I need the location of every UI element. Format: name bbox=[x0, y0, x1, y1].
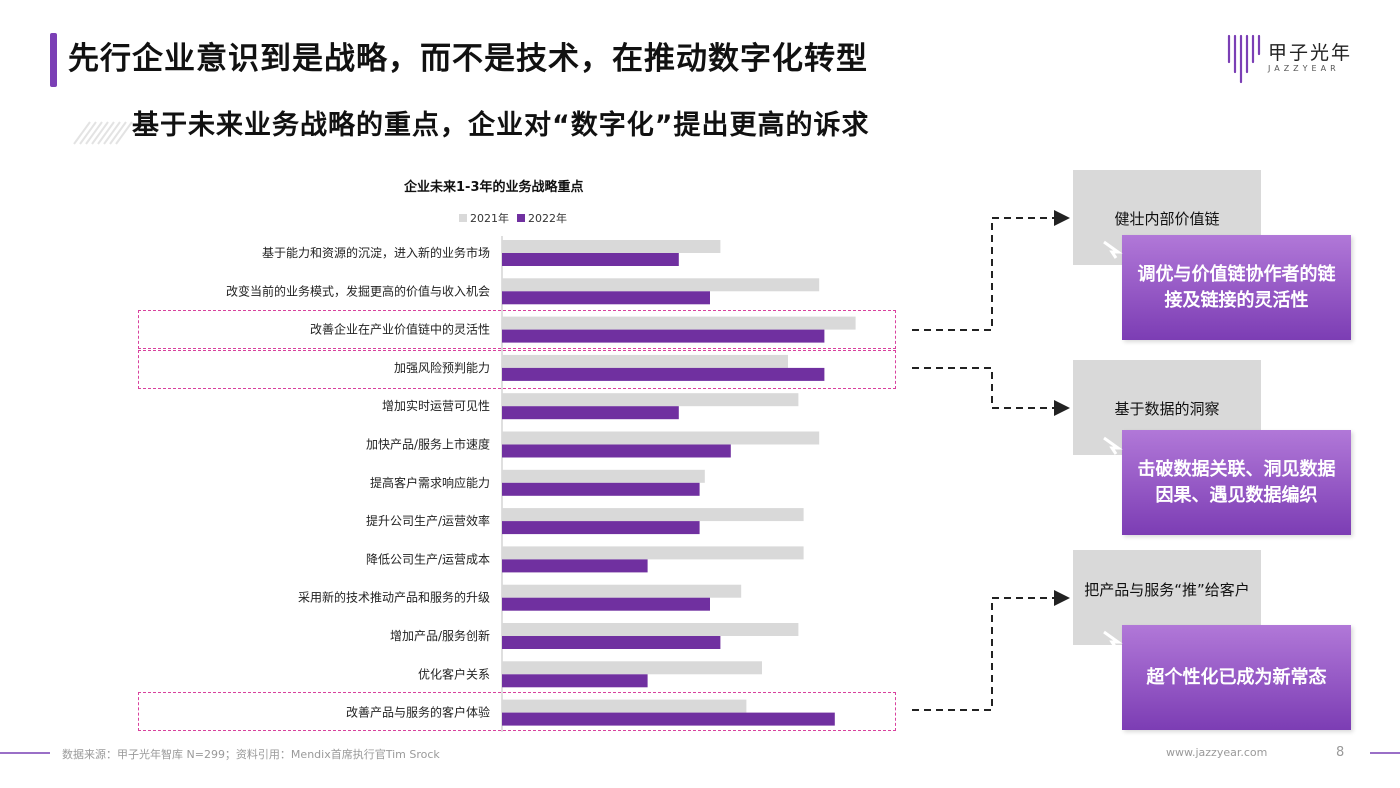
footer-website: www.jazzyear.com bbox=[1166, 746, 1268, 759]
page-number: 8 bbox=[1336, 745, 1345, 760]
category-label-8: 降低公司生产/运营成本 bbox=[366, 552, 490, 566]
subtitle-decoration bbox=[73, 121, 133, 145]
pointer-icon-2 bbox=[1103, 436, 1123, 455]
brand-logo-block: 甲子光年 JAZZYEAR bbox=[1226, 30, 1366, 90]
brand-subtitle: JAZZYEAR bbox=[1268, 64, 1340, 73]
highlight-box-customer-experience bbox=[138, 692, 896, 731]
connector-arrow-2 bbox=[912, 367, 1070, 416]
bar-2021-0 bbox=[502, 240, 721, 253]
bar-2022-7 bbox=[502, 521, 700, 535]
category-label-7: 提升公司生产/运营效率 bbox=[366, 513, 490, 528]
need-label-3: 把产品与服务“推”给客户 bbox=[1084, 581, 1250, 599]
connector-arrow-1 bbox=[912, 210, 1070, 331]
bar-2022-3 bbox=[502, 367, 825, 381]
brand-name: 甲子光年 bbox=[1268, 42, 1353, 64]
bar-2021-9 bbox=[502, 584, 742, 598]
highlight-box-value-chain bbox=[138, 310, 896, 349]
chart-title: 企业未来1-3年的业务战略重点 bbox=[404, 180, 584, 195]
category-label-0: 基于能力和资源的沉淀，进入新的业务市场 bbox=[262, 245, 490, 260]
bar-2022-6 bbox=[502, 482, 700, 496]
legend-item-2022: 2022年 bbox=[517, 210, 567, 226]
bar-2022-4 bbox=[502, 406, 679, 420]
category-label-10: 增加产品/服务创新 bbox=[390, 628, 490, 643]
page-subtitle: 基于未来业务战略的重点，企业对“数字化”提出更高的诉求 bbox=[132, 110, 870, 141]
category-label-5: 加快产品/服务上市速度 bbox=[366, 437, 490, 452]
bar-2021-3 bbox=[502, 354, 788, 368]
bar-2022-10 bbox=[502, 636, 721, 649]
category-label-2: 改善企业在产业价值链中的灵活性 bbox=[310, 322, 490, 337]
page-title: 先行企业意识到是战略，而不是技术，在推动数字化转型 bbox=[68, 41, 868, 77]
chart-legend: 2021年 2022年 bbox=[459, 210, 567, 226]
pointer-icon-1 bbox=[1103, 240, 1123, 259]
bar-2022-9 bbox=[502, 597, 710, 611]
need-label-1: 健壮内部价值链 bbox=[1114, 210, 1220, 228]
need-label-2: 基于数据的洞察 bbox=[1114, 400, 1220, 418]
category-label-1: 改变当前的业务模式，发掘更高的价值与收入机会 bbox=[226, 283, 490, 298]
bar-2022-2 bbox=[502, 329, 825, 343]
category-label-4: 增加实时运营可见性 bbox=[382, 398, 490, 413]
category-label-12: 改善产品与服务的客户体验 bbox=[346, 705, 490, 720]
legend-item-2021: 2021年 bbox=[459, 210, 509, 226]
category-label-6: 提高客户需求响应能力 bbox=[370, 475, 490, 490]
outcome-box-3: 超个性化已成为新常态 bbox=[1122, 625, 1351, 730]
legend-swatch-2022 bbox=[517, 214, 525, 222]
bar-2022-11 bbox=[502, 674, 648, 688]
bar-2022-0 bbox=[502, 253, 679, 266]
outcome-box-1: 调优与价值链协作者的链接及链接的灵活性 bbox=[1122, 235, 1351, 340]
bar-2021-7 bbox=[502, 508, 804, 522]
connector-arrow-3 bbox=[912, 590, 1070, 711]
bar-2022-8 bbox=[502, 559, 648, 573]
category-label-3: 加强风险预判能力 bbox=[394, 360, 490, 375]
footer-line-left bbox=[0, 752, 50, 754]
bar-2021-5 bbox=[502, 431, 820, 445]
bar-2021-2 bbox=[502, 316, 856, 330]
pointer-icon-3 bbox=[1103, 630, 1123, 649]
bar-2022-1 bbox=[502, 291, 710, 305]
outcome-label-3: 超个性化已成为新常态 bbox=[1146, 666, 1327, 688]
bar-2021-1 bbox=[502, 278, 820, 292]
outcome-label-2: 击破数据关联、洞见数据因果、遇见数据编织 bbox=[1137, 458, 1336, 506]
title-accent-bar bbox=[50, 33, 57, 87]
outcome-box-2: 击破数据关联、洞见数据因果、遇见数据编织 bbox=[1122, 430, 1351, 535]
category-label-11: 优化客户关系 bbox=[418, 666, 490, 681]
footer-source: 数据来源：甲子光年智库 N=299；资料引用：Mendix首席执行官Tim Sr… bbox=[62, 748, 440, 761]
footer-line-right bbox=[1370, 752, 1400, 754]
legend-swatch-2021 bbox=[459, 214, 467, 222]
bar-2021-4 bbox=[502, 393, 799, 407]
bar-2021-11 bbox=[502, 661, 762, 675]
legend-label-2022: 2022年 bbox=[528, 212, 567, 225]
bar-2021-10 bbox=[502, 623, 799, 636]
bar-2022-5 bbox=[502, 444, 731, 458]
bar-2022-12 bbox=[502, 712, 835, 726]
category-label-9: 采用新的技术推动产品和服务的升级 bbox=[298, 590, 490, 605]
highlight-box-risk bbox=[138, 350, 896, 389]
brand-logo-icon bbox=[1227, 34, 1261, 84]
outcome-label-1: 调优与价值链协作者的链接及链接的灵活性 bbox=[1137, 263, 1336, 311]
bar-2021-6 bbox=[502, 469, 705, 483]
legend-label-2021: 2021年 bbox=[470, 212, 509, 225]
bar-2021-8 bbox=[502, 546, 804, 560]
bar-2021-12 bbox=[502, 699, 747, 713]
